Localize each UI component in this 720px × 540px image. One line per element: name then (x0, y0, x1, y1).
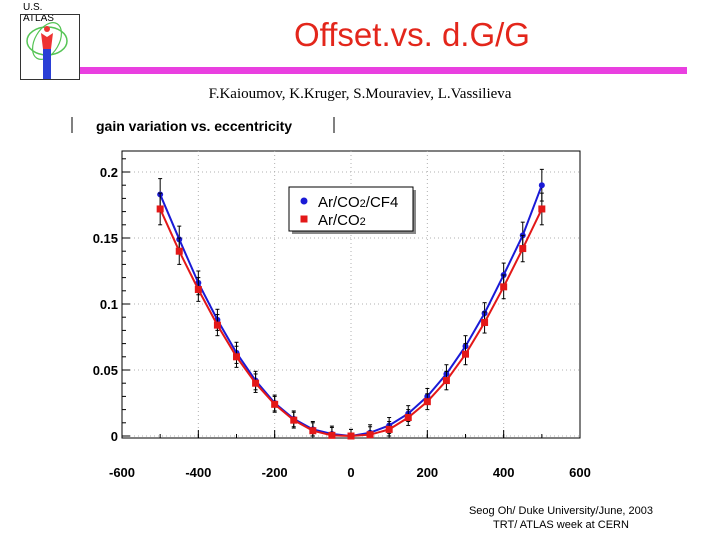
legend-marker-ar-co2-cf4 (300, 197, 308, 205)
gain-variation-chart: gain variation vs. eccentricity -600 -400… (71, 117, 591, 480)
y-tick-label: 0.15 (93, 231, 118, 246)
data-point-ar-co2 (156, 205, 164, 213)
data-point-ar-co2 (442, 377, 450, 385)
legend-box (288, 186, 414, 232)
legend: Ar/CO2/CF4 Ar/CO2 (288, 186, 416, 234)
page-title: Offset.vs. d.G/G (294, 16, 530, 53)
data-point-ar-co2-cf4 (538, 182, 545, 189)
legend-label-ar-co2-sub: 2 (360, 216, 366, 228)
legend-marker-ar-co2 (300, 215, 308, 223)
data-point-ar-co2 (194, 285, 202, 293)
footer: Seog Oh/ Duke University/June, 2003 TRT/… (436, 504, 686, 532)
data-point-ar-co2 (271, 400, 279, 408)
chart-title: gain variation vs. eccentricity (96, 118, 292, 134)
legend-label-ar-co2-cf4-suffix: /CF4 (366, 194, 399, 211)
title-accent-bar (80, 67, 687, 74)
x-tick-label: -200 (262, 465, 288, 480)
x-tick-label: -600 (109, 465, 135, 480)
y-tick-label: 0.1 (100, 297, 118, 312)
x-tick-label: 0 (347, 465, 354, 480)
data-point-ar-co2 (404, 414, 412, 422)
data-point-ar-co2 (423, 398, 431, 406)
us-atlas-logo: U.S. ATLAS (10, 0, 80, 80)
data-point-ar-co2 (462, 350, 469, 358)
series-layer (156, 168, 546, 440)
y-tick-label: 0 (111, 429, 118, 444)
atlas-figure-icon (26, 22, 68, 79)
footer-line-2: TRT/ ATLAS week at CERN (493, 519, 629, 531)
legend-label-ar-co2-cf4-sub: 2 (360, 198, 366, 210)
x-tick-label: 600 (569, 465, 591, 480)
y-tick-label: 0.05 (93, 363, 118, 378)
logo-frame (20, 14, 80, 80)
x-axis: -600 -400 -200 0 200 400 600 (109, 430, 591, 480)
data-point-ar-co2 (290, 416, 298, 424)
data-point-ar-co2 (385, 425, 393, 433)
x-tick-label: 200 (416, 465, 438, 480)
footer-line-1: Seog Oh/ Duke University/June, 2003 (468, 505, 654, 517)
data-point-ar-co2 (328, 431, 336, 439)
data-point-ar-co2 (519, 245, 527, 253)
data-point-ar-co2 (233, 353, 240, 361)
y-tick-label: 0.2 (100, 165, 118, 180)
data-point-ar-co2 (252, 379, 260, 387)
data-point-ar-co2 (175, 247, 183, 255)
data-point-ar-co2 (500, 283, 508, 291)
data-point-ar-co2 (309, 427, 317, 435)
authors-line: F.Kaioumov, K.Kruger, S.Mouraviev, L.Vas… (208, 86, 512, 102)
legend-label-ar-co2-base: Ar/CO (318, 212, 360, 229)
logo-text: U.S. ATLAS (23, 2, 54, 24)
data-point-ar-co2 (538, 205, 546, 213)
data-point-ar-co2 (366, 431, 374, 439)
data-point-ar-co2 (481, 318, 489, 326)
x-tick-label: 400 (493, 465, 515, 480)
legend-label-ar-co2-cf4: Ar/CO2/CF4 (318, 194, 398, 211)
data-point-ar-co2 (347, 432, 355, 440)
legend-label-ar-co2-cf4-base: Ar/CO (318, 194, 360, 211)
data-point-ar-co2 (213, 321, 221, 329)
x-tick-label: -400 (185, 465, 211, 480)
legend-label-ar-co2: Ar/CO2 (318, 212, 366, 229)
y-axis: 0 0.05 0.1 0.15 0.2 (93, 158, 130, 444)
